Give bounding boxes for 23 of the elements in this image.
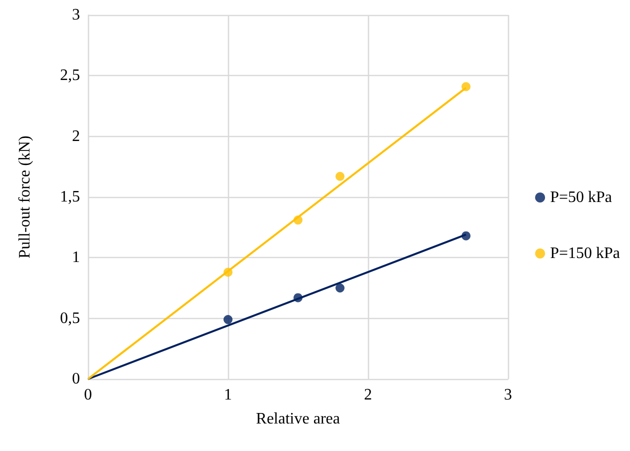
x-axis-title: Relative area (256, 410, 340, 428)
point (224, 315, 232, 324)
y-axis-title: Pull-out force (kN) (16, 136, 34, 258)
x-tick-label: 2 (364, 386, 372, 404)
y-tick-label: 1 (72, 249, 80, 266)
y-tick-label: 0,5 (60, 310, 80, 327)
x-tick-label: 0 (84, 386, 92, 404)
legend-label: P=50 kPa (550, 189, 612, 206)
point (294, 216, 302, 225)
point (294, 293, 302, 302)
point (462, 231, 470, 240)
point (462, 82, 470, 92)
y-tick-label: 2,5 (60, 67, 80, 84)
y-tick-label: 0 (72, 370, 80, 388)
point (224, 268, 232, 277)
x-tick-label: 1 (224, 386, 232, 404)
y-tick-label: 2 (72, 128, 80, 145)
y-tick-label: 1,5 (60, 188, 80, 206)
x-tick-label: 3 (504, 386, 512, 404)
y-tick-label: 3 (72, 6, 80, 24)
point (336, 284, 344, 292)
legend-label: P=150 kPa (550, 245, 620, 262)
point (336, 172, 344, 181)
